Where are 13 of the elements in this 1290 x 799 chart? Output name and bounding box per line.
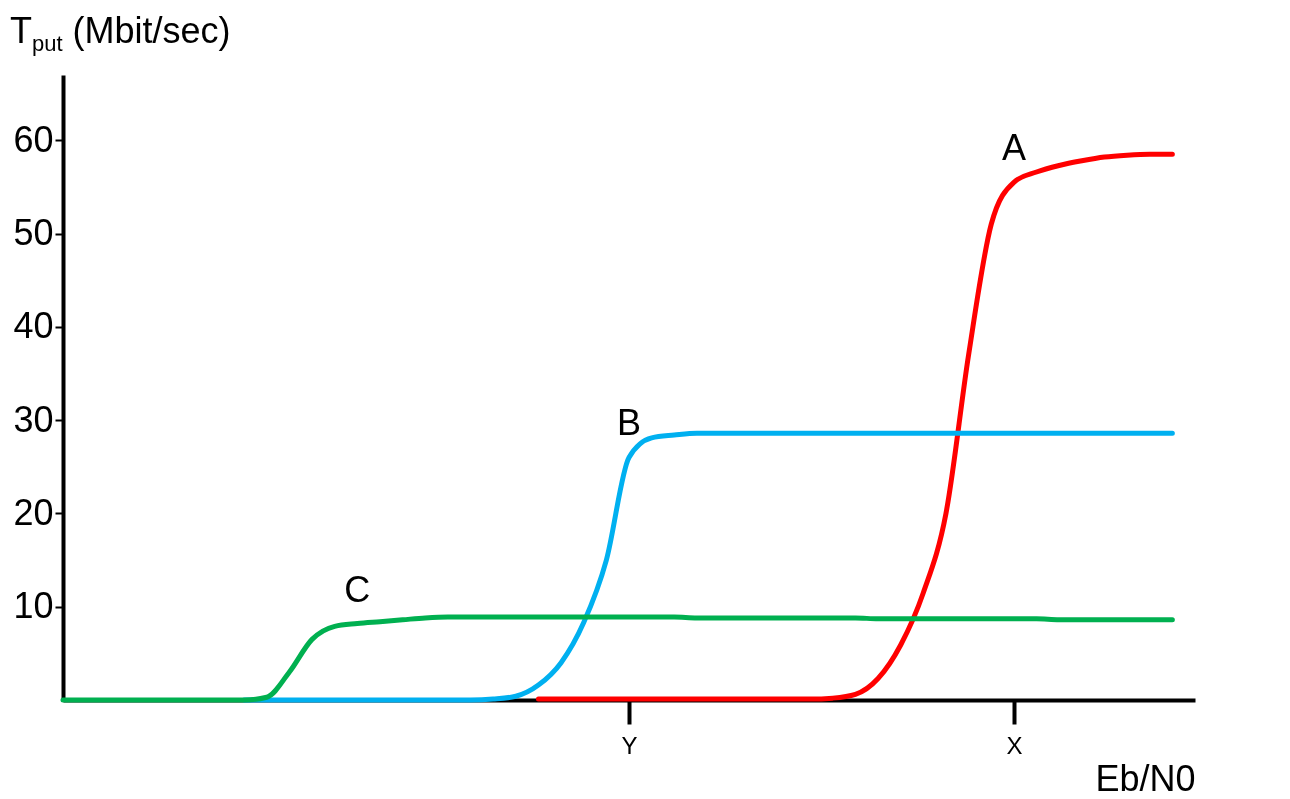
y-tick-label: 50 (13, 212, 54, 254)
y-tick-label: 30 (13, 398, 54, 440)
y-tick-label: 40 (13, 305, 54, 347)
y-axis-title: T$_{put}$ (Mbit/sec) (10, 10, 231, 58)
x-axis-title: Eb/N0 (1095, 757, 1196, 799)
y-tick-label: 60 (13, 118, 54, 160)
series-label: A (1001, 127, 1026, 169)
series-label: C (344, 568, 371, 610)
y-tick-label: 10 (13, 585, 54, 627)
x-tick-label: X (1006, 731, 1023, 759)
series-label: B (616, 402, 642, 444)
x-tick-label: Y (621, 731, 638, 759)
y-tick-label: 20 (13, 491, 54, 533)
